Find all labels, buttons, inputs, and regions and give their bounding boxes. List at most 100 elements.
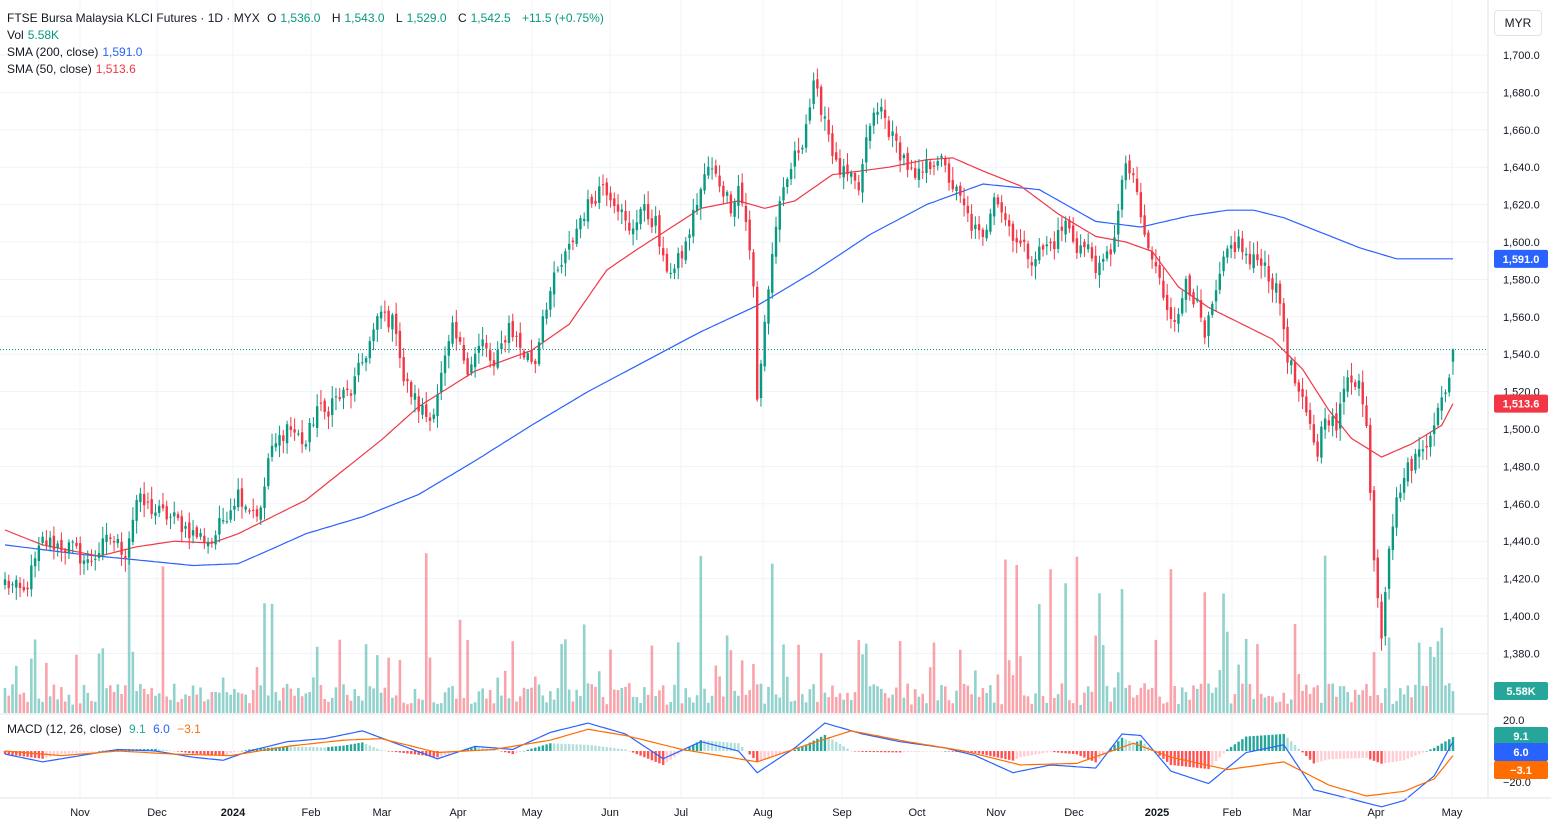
- macd-histogram-bar: [466, 748, 469, 751]
- candle-body: [1406, 462, 1410, 482]
- volume-badge: 5.58K: [1506, 686, 1535, 698]
- macd-histogram-bar: [929, 751, 932, 752]
- currency-button[interactable]: MYR: [1494, 10, 1542, 36]
- volume-bar: [439, 703, 443, 713]
- macd-histogram-bar: [229, 751, 232, 753]
- sma200-legend[interactable]: SMA (200, close) 1,591.0: [7, 44, 146, 61]
- macd-hist-value: 9.1: [129, 722, 146, 736]
- candle-body: [598, 186, 601, 203]
- macd-tick-label: 20.0: [1503, 715, 1524, 727]
- candle-body: [278, 434, 281, 446]
- volume-bar: [778, 697, 782, 713]
- macd-histogram-bar: [643, 751, 646, 758]
- macd-histogram-bar: [748, 751, 751, 755]
- volume-bar: [1244, 638, 1248, 713]
- macd-legend[interactable]: MACD (12, 26, close) 9.1 6.0 −3.1: [7, 722, 205, 736]
- candle-body: [195, 527, 199, 538]
- symbol-name[interactable]: FTSE Bursa Malaysia KLCI Futures · 1D · …: [7, 11, 260, 25]
- candle-body: [511, 321, 514, 338]
- volume-bar: [1105, 685, 1109, 713]
- macd-line-badge-bg: [1494, 743, 1548, 761]
- macd-histogram-bar: [947, 751, 951, 752]
- macd-histogram-bar: [616, 748, 620, 751]
- macd-histogram-bar: [545, 744, 548, 751]
- candle-body: [1402, 477, 1406, 493]
- macd-histogram-bar: [710, 741, 714, 751]
- sma50-legend[interactable]: SMA (50, close) 1,513.6: [7, 61, 140, 78]
- candle-body: [740, 182, 744, 204]
- volume-bar: [120, 694, 123, 713]
- price-tick-label: 1,700.0: [1503, 50, 1540, 62]
- candle-body: [526, 353, 529, 360]
- volume-bar: [18, 694, 22, 713]
- candle-body: [613, 198, 616, 207]
- candle-body: [1395, 497, 1398, 528]
- volume-bar: [206, 699, 210, 713]
- macd-histogram-bar: [436, 751, 439, 758]
- candle-body: [959, 185, 962, 196]
- candle-body: [346, 388, 349, 390]
- candle-body: [925, 159, 928, 173]
- price-tick-label: 1,420.0: [1503, 574, 1540, 586]
- volume-bar: [1263, 697, 1267, 713]
- price-tick-label: 1,680.0: [1503, 87, 1540, 99]
- macd-histogram-bar: [541, 745, 545, 751]
- volume-bar: [684, 688, 688, 713]
- open-value: O 1,536.0: [267, 11, 321, 25]
- candle-body: [334, 396, 338, 398]
- candle-body: [692, 209, 695, 237]
- macd-histogram-bar: [752, 751, 755, 759]
- volume-bar: [1376, 695, 1380, 713]
- volume-bar: [1030, 703, 1034, 713]
- candle-body: [1248, 253, 1252, 265]
- macd-histogram-bar: [184, 751, 187, 753]
- candle-body: [169, 516, 172, 518]
- candle-body: [771, 254, 774, 293]
- macd-histogram-bar: [707, 740, 710, 751]
- volume-bar: [1380, 703, 1383, 713]
- candle-body: [1038, 246, 1041, 261]
- candle-body: [504, 340, 507, 343]
- candle-body: [285, 424, 289, 444]
- macd-histogram-bar: [590, 745, 593, 751]
- volume-bar: [785, 676, 789, 713]
- candle-body: [180, 516, 183, 533]
- volume-bar: [1312, 687, 1316, 713]
- volume-bar: [594, 686, 597, 713]
- price-tick-label: 1,620.0: [1503, 200, 1540, 212]
- time-tick-label: Sep: [832, 807, 852, 819]
- macd-histogram-bar: [169, 750, 172, 752]
- volume-bar: [819, 653, 823, 713]
- volume-bar: [737, 695, 740, 713]
- volume-bar: [612, 689, 616, 713]
- macd-histogram-bar: [1406, 751, 1410, 759]
- macd-histogram-bar: [1086, 751, 1090, 760]
- macd-histogram-bar: [1425, 751, 1428, 752]
- macd-histogram-bar: [338, 745, 341, 751]
- candle-body: [601, 184, 605, 186]
- candle-body: [729, 194, 733, 214]
- volume-bar: [714, 665, 718, 713]
- volume-bar: [1169, 569, 1173, 713]
- macd-histogram-bar: [1429, 749, 1432, 751]
- volume-bar: [146, 694, 150, 713]
- volume-bar: [962, 683, 966, 713]
- macd-histogram-bar: [1192, 751, 1195, 768]
- macd-histogram-bar: [797, 748, 800, 751]
- volume-bar: [752, 664, 755, 713]
- macd-histogram-bar: [443, 751, 447, 756]
- volume-bar: [1011, 675, 1015, 713]
- volume-legend[interactable]: Vol 5.58K: [7, 27, 63, 44]
- candle-body: [1327, 420, 1331, 426]
- macd-histogram-bar: [477, 747, 481, 751]
- volume-bar: [804, 702, 808, 713]
- candle-body: [1391, 526, 1395, 551]
- candle-body: [1380, 601, 1383, 639]
- candle-body: [1350, 375, 1353, 383]
- candle-body: [673, 268, 676, 274]
- macd-histogram-bar: [910, 751, 913, 752]
- macd-histogram-bar: [530, 748, 533, 751]
- candle-body: [628, 222, 631, 231]
- macd-histogram-bar: [834, 741, 838, 751]
